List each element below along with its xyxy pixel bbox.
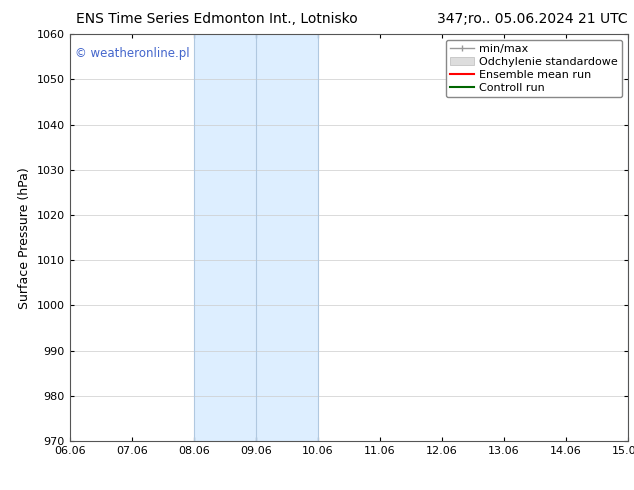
Text: 347;ro.. 05.06.2024 21 UTC: 347;ro.. 05.06.2024 21 UTC (437, 12, 628, 26)
Bar (628, 34, 634, 441)
Legend: min/max, Odchylenie standardowe, Ensemble mean run, Controll run: min/max, Odchylenie standardowe, Ensembl… (446, 40, 622, 97)
Text: ENS Time Series Edmonton Int., Lotnisko: ENS Time Series Edmonton Int., Lotnisko (76, 12, 358, 26)
Text: © weatheronline.pl: © weatheronline.pl (75, 47, 190, 59)
Y-axis label: Surface Pressure (hPa): Surface Pressure (hPa) (18, 167, 31, 309)
Bar (194, 34, 318, 441)
